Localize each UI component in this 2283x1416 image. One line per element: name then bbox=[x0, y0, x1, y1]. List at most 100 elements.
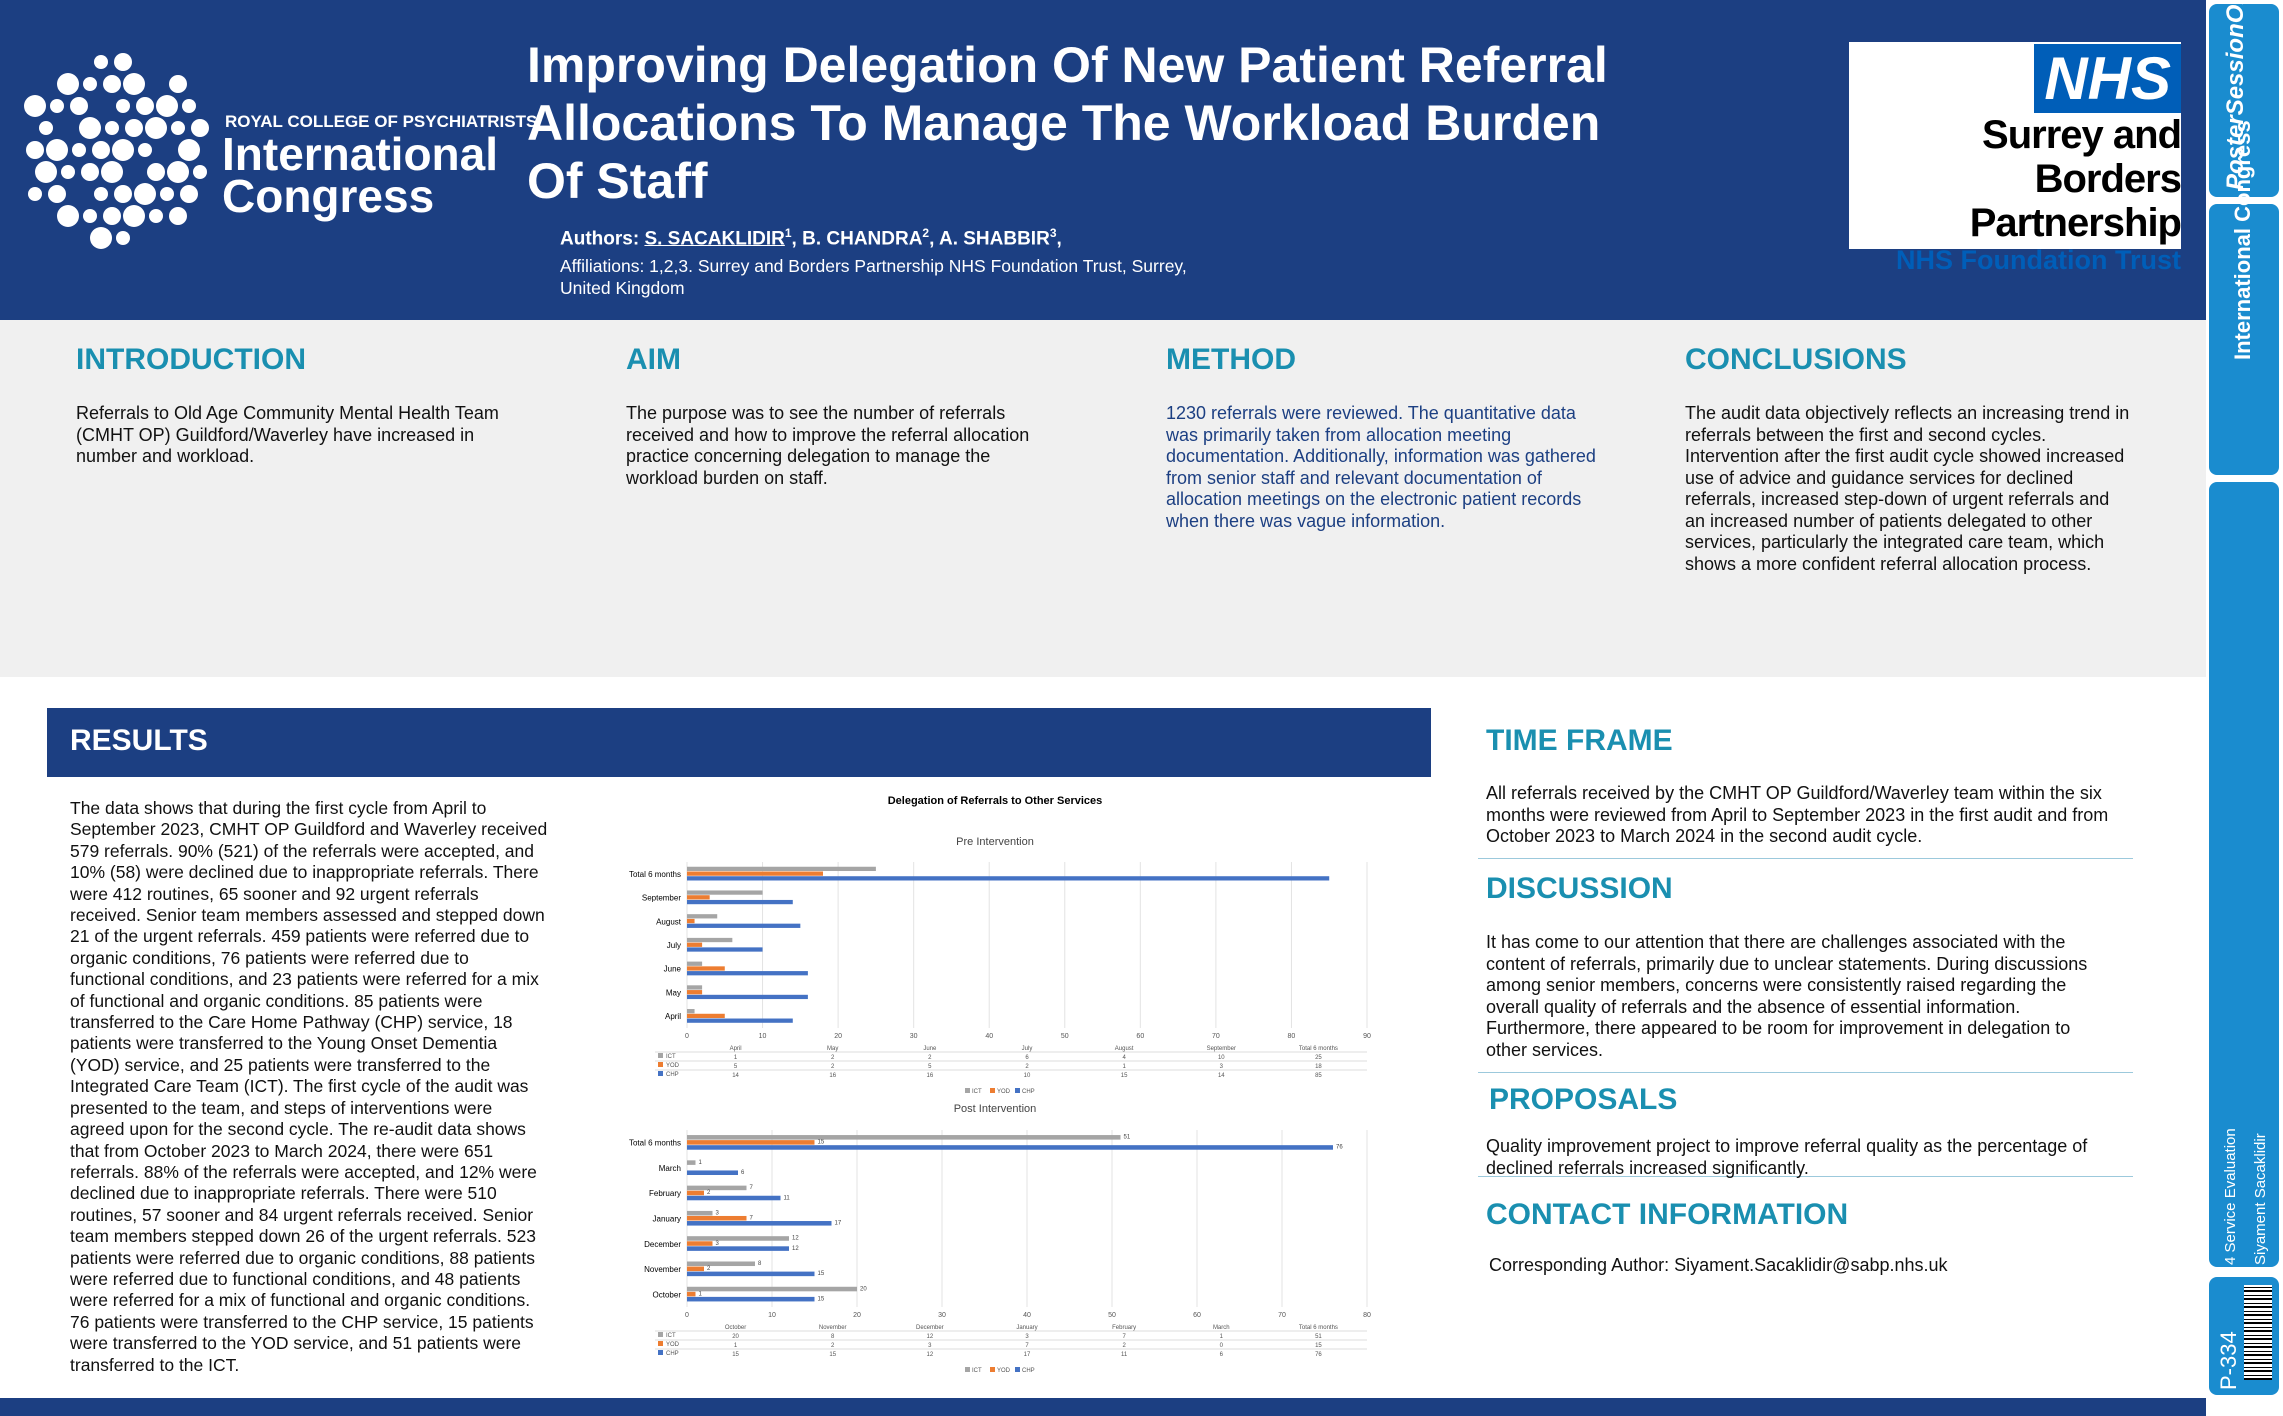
table-row-label: YOD bbox=[666, 1063, 680, 1069]
table-cell: 10 bbox=[1024, 1073, 1031, 1079]
authors: Authors: S. SACAKLIDIR1, B. CHANDRA2, A.… bbox=[560, 226, 1062, 250]
legend-label: YOD bbox=[997, 1089, 1011, 1095]
section-heading: DISCUSSION bbox=[1486, 872, 1673, 905]
table-cell: 18 bbox=[1315, 1064, 1322, 1070]
bar bbox=[687, 961, 703, 966]
section-body: The purpose was to see the number of ref… bbox=[626, 403, 1030, 488]
table-cell: 7 bbox=[1122, 1334, 1126, 1340]
legend-key bbox=[965, 1088, 970, 1093]
barcode bbox=[2244, 1285, 2272, 1380]
separator bbox=[1478, 858, 2133, 859]
bar bbox=[687, 1236, 789, 1241]
x-tick-label: 10 bbox=[768, 1312, 776, 1319]
logo-dot bbox=[171, 121, 185, 135]
bar bbox=[687, 985, 703, 990]
bar bbox=[687, 1170, 738, 1176]
side-tab bbox=[2209, 204, 2279, 475]
table-key bbox=[658, 1332, 663, 1337]
table-cell: 14 bbox=[1218, 1073, 1225, 1079]
bar bbox=[687, 1190, 704, 1196]
x-tick-label: 10 bbox=[759, 1033, 767, 1040]
x-tick-label: 30 bbox=[910, 1033, 918, 1040]
category-label: August bbox=[656, 917, 682, 926]
legend-key bbox=[965, 1367, 970, 1372]
x-tick-label: 40 bbox=[985, 1033, 993, 1040]
table-key bbox=[658, 1071, 663, 1076]
bar bbox=[687, 918, 695, 924]
bar bbox=[687, 1145, 1333, 1150]
x-tick-label: 0 bbox=[685, 1033, 689, 1040]
table-cell: 2 bbox=[831, 1064, 835, 1070]
x-tick-label: 90 bbox=[1363, 1033, 1371, 1040]
x-tick-label: 80 bbox=[1363, 1312, 1371, 1319]
section-body: Quality improvement project to improve r… bbox=[1486, 1136, 2088, 1178]
section-heading: AIM bbox=[626, 343, 681, 376]
header bbox=[0, 0, 2206, 320]
logo-dot bbox=[35, 161, 57, 183]
section-body: The audit data objectively reflects an i… bbox=[1685, 403, 2130, 574]
legend-key bbox=[1015, 1367, 1020, 1372]
logo-dot bbox=[169, 207, 187, 225]
logo-dot bbox=[57, 205, 79, 227]
table-cell: 1 bbox=[734, 1343, 738, 1349]
bar bbox=[687, 871, 823, 876]
category-label: Total 6 months bbox=[629, 870, 681, 879]
table-cell: 15 bbox=[1315, 1343, 1322, 1349]
bar bbox=[687, 866, 876, 872]
logo-dot bbox=[50, 99, 64, 113]
x-tick-label: 80 bbox=[1288, 1033, 1296, 1040]
logo-dot bbox=[92, 141, 110, 159]
logo-dot bbox=[70, 97, 88, 115]
logo-dot bbox=[24, 95, 46, 117]
data-label: 3 bbox=[716, 1241, 720, 1247]
section-heading: PROPOSALS bbox=[1489, 1083, 1678, 1116]
bar bbox=[687, 914, 718, 919]
category-label: March bbox=[659, 1164, 681, 1173]
logo-dot bbox=[160, 187, 174, 201]
table-header: May bbox=[827, 1046, 838, 1052]
nhs-badge: NHS bbox=[2034, 44, 2181, 113]
bar bbox=[687, 1286, 857, 1292]
table-header: February bbox=[1112, 1325, 1136, 1331]
logo-dot bbox=[39, 121, 53, 135]
author-separator: , bbox=[929, 228, 939, 250]
category-label: February bbox=[649, 1189, 681, 1198]
data-label: 20 bbox=[860, 1286, 867, 1292]
table-cell: 2 bbox=[928, 1055, 932, 1061]
table-header: March bbox=[1213, 1325, 1230, 1331]
figure: Delegation of Referrals to Other Service… bbox=[629, 795, 1371, 1374]
logo-dot bbox=[145, 117, 167, 139]
author-separator: , bbox=[1056, 228, 1062, 250]
author-sup: 3 bbox=[1049, 226, 1057, 240]
table-cell: 17 bbox=[1024, 1352, 1031, 1358]
table-cell: 16 bbox=[829, 1073, 836, 1079]
section-body: Referrals to Old Age Community Mental He… bbox=[76, 403, 499, 466]
separator bbox=[1478, 1176, 2133, 1177]
x-tick-label: 70 bbox=[1212, 1033, 1220, 1040]
table-row-label: CHP bbox=[666, 1072, 679, 1078]
x-tick-label: 30 bbox=[938, 1312, 946, 1319]
category-label: April bbox=[665, 1012, 681, 1021]
bar bbox=[687, 899, 793, 905]
legend-label: CHP bbox=[1022, 1368, 1035, 1374]
data-label: 3 bbox=[716, 1210, 720, 1216]
bar bbox=[687, 1291, 696, 1297]
table-cell: 6 bbox=[1025, 1055, 1029, 1061]
table-header: January bbox=[1016, 1325, 1037, 1331]
section-heading: CONCLUSIONS bbox=[1685, 343, 1907, 376]
logo-line: International bbox=[222, 128, 499, 180]
x-tick-label: 60 bbox=[1193, 1312, 1201, 1319]
x-tick-label: 20 bbox=[853, 1312, 861, 1319]
data-label: 11 bbox=[784, 1195, 791, 1201]
bar bbox=[687, 1296, 815, 1302]
bar bbox=[687, 1135, 1121, 1140]
logo-dot bbox=[156, 95, 178, 117]
table-cell: 11 bbox=[1121, 1352, 1128, 1358]
title: Improving Delegation Of New Patient Refe… bbox=[527, 36, 1608, 210]
nhs-text: Partnership bbox=[1969, 201, 2182, 245]
table-row-label: CHP bbox=[666, 1351, 679, 1357]
logo-dot bbox=[169, 75, 187, 93]
logo-dot bbox=[94, 55, 108, 69]
data-label: 15 bbox=[818, 1140, 825, 1146]
logo-dot bbox=[180, 185, 198, 203]
